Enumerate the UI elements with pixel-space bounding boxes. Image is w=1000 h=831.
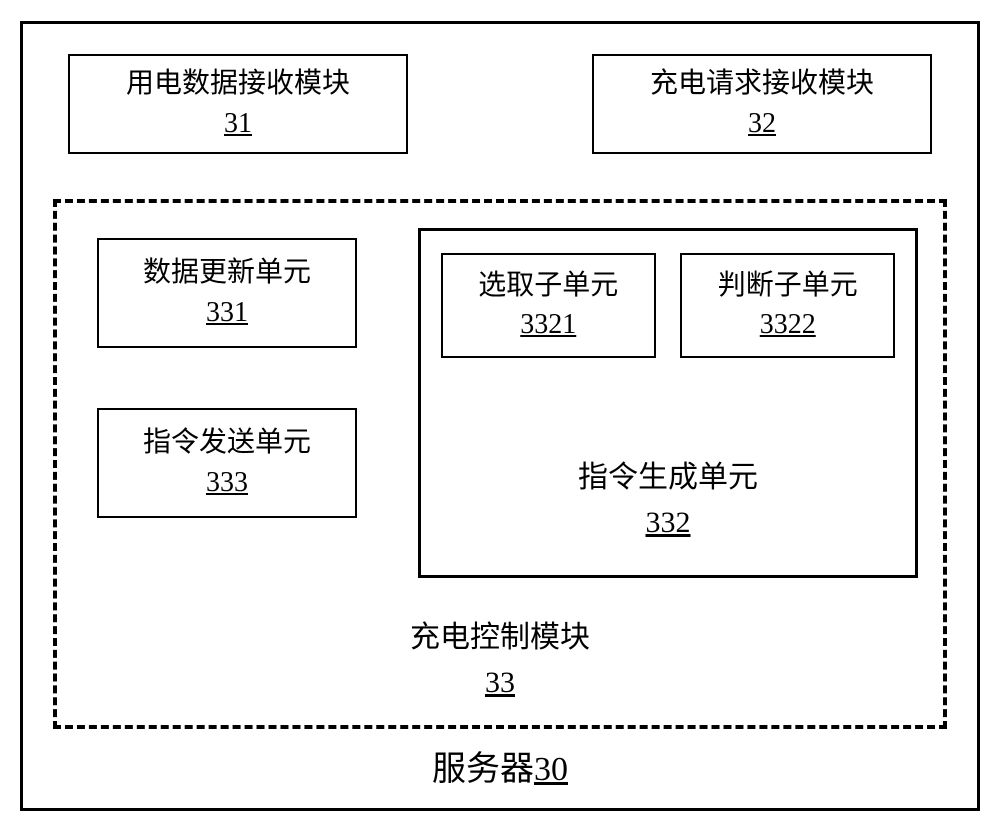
command-send-unit: 指令发送单元 333 — [97, 408, 357, 518]
server-label: 服务器 — [432, 751, 534, 788]
command-generate-unit: 选取子单元 3321 判断子单元 3322 指令生成单元 332 — [418, 228, 918, 578]
command-send-label: 指令发送单元 — [143, 423, 311, 462]
select-subunit-num: 3321 — [520, 305, 576, 344]
judge-subunit: 判断子单元 3322 — [680, 253, 895, 358]
select-subunit-label: 选取子单元 — [478, 266, 618, 305]
judge-subunit-num: 3322 — [760, 305, 816, 344]
data-receive-num: 31 — [224, 104, 252, 143]
server-container: 用电数据接收模块 31 充电请求接收模块 32 数据更新单元 331 指令发送单… — [20, 21, 980, 811]
command-send-num: 333 — [206, 463, 248, 502]
command-generate-num: 332 — [421, 500, 915, 545]
top-modules-row: 用电数据接收模块 31 充电请求接收模块 32 — [23, 24, 977, 154]
control-module-label-block: 充电控制模块 33 — [57, 615, 943, 705]
subunits-row: 选取子单元 3321 判断子单元 3322 — [421, 231, 915, 358]
command-generate-label-block: 指令生成单元 332 — [421, 455, 915, 545]
data-receive-module: 用电数据接收模块 31 — [68, 54, 408, 154]
left-units-column: 数据更新单元 331 指令发送单元 333 — [97, 238, 357, 518]
data-update-unit: 数据更新单元 331 — [97, 238, 357, 348]
charging-control-module: 数据更新单元 331 指令发送单元 333 选取子单元 3321 判断子单元 — [53, 199, 947, 729]
request-receive-module: 充电请求接收模块 32 — [592, 54, 932, 154]
command-generate-label: 指令生成单元 — [421, 455, 915, 500]
server-num: 30 — [534, 751, 568, 788]
control-module-inner: 数据更新单元 331 指令发送单元 333 选取子单元 3321 判断子单元 — [57, 203, 943, 725]
control-module-label: 充电控制模块 — [57, 615, 943, 660]
server-label-block: 服务器30 — [23, 741, 977, 790]
control-module-num: 33 — [57, 660, 943, 705]
judge-subunit-label: 判断子单元 — [718, 266, 858, 305]
data-receive-label: 用电数据接收模块 — [126, 64, 350, 103]
data-update-num: 331 — [206, 293, 248, 332]
request-receive-label: 充电请求接收模块 — [650, 64, 874, 103]
data-update-label: 数据更新单元 — [143, 253, 311, 292]
request-receive-num: 32 — [748, 104, 776, 143]
select-subunit: 选取子单元 3321 — [441, 253, 656, 358]
